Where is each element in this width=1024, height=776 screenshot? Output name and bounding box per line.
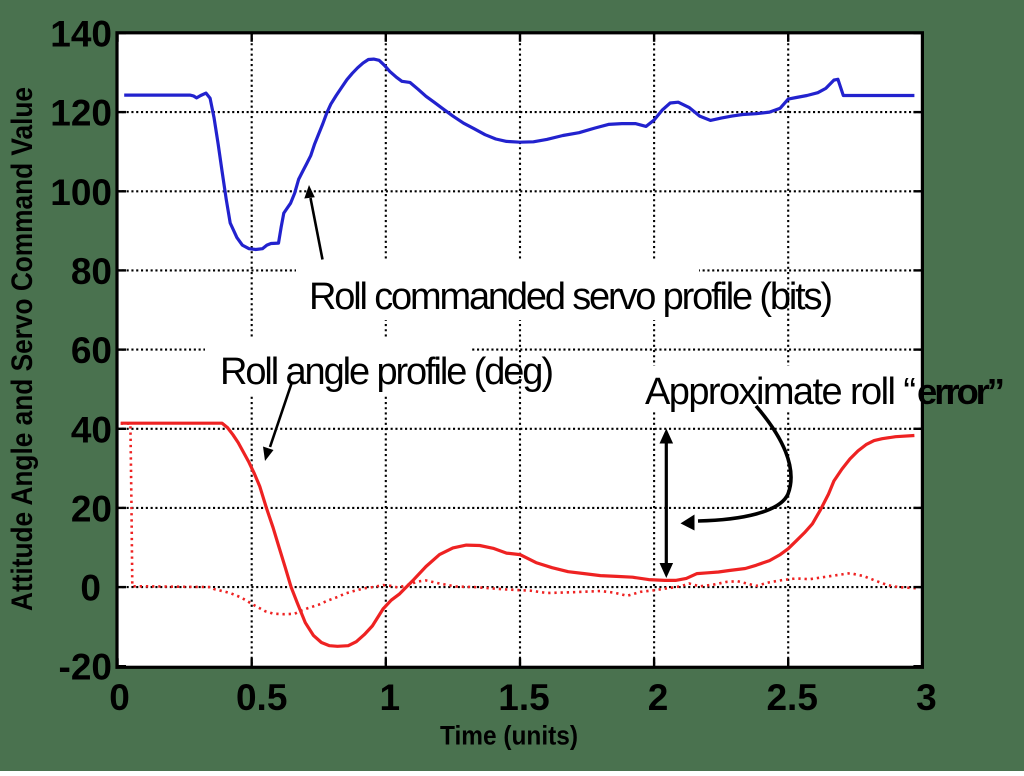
svg-text:1: 1 (380, 677, 401, 718)
svg-text:100: 100 (50, 172, 112, 213)
svg-text:40: 40 (71, 409, 112, 450)
svg-text:140: 140 (50, 14, 112, 55)
svg-text:Roll commanded servo profile (: Roll commanded servo profile (bits) (309, 276, 833, 318)
svg-text:0: 0 (80, 568, 101, 609)
svg-text:Attitude Angle and Servo Comma: Attitude Angle and Servo Command Value (6, 87, 39, 611)
svg-text:20: 20 (71, 488, 112, 529)
svg-text:0.5: 0.5 (236, 677, 287, 718)
svg-text:0: 0 (109, 677, 130, 718)
svg-text:-20: -20 (59, 647, 112, 688)
svg-text:error”: error” (917, 371, 1005, 412)
svg-text:2.5: 2.5 (766, 677, 817, 718)
svg-text:1.5: 1.5 (498, 677, 549, 718)
svg-text:60: 60 (71, 330, 112, 371)
svg-text:Approximate roll “: Approximate roll “ (645, 371, 916, 413)
svg-text:2: 2 (648, 677, 669, 718)
svg-text:120: 120 (50, 93, 112, 134)
svg-text:3: 3 (916, 677, 937, 718)
svg-text:Roll angle profile (deg): Roll angle profile (deg) (220, 351, 554, 393)
svg-text:Time (units): Time (units) (440, 721, 578, 751)
svg-text:80: 80 (71, 251, 112, 292)
